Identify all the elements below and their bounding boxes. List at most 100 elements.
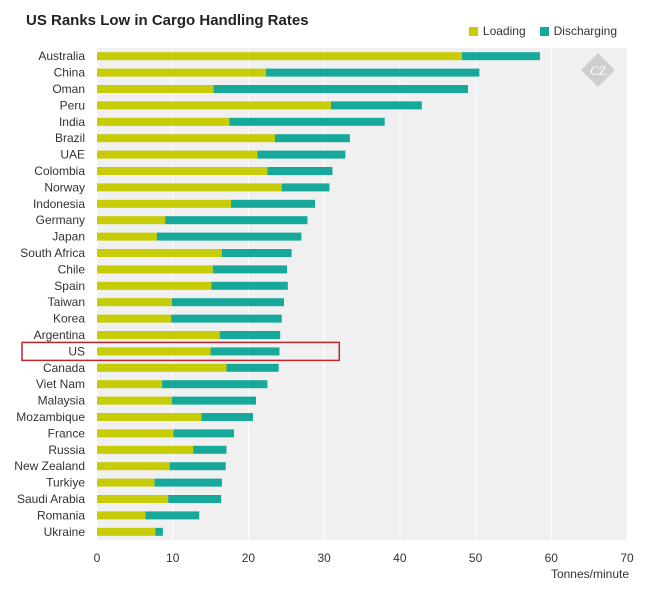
bar-loading-saudi-arabia [97,495,169,503]
category-label-indonesia: Indonesia [33,197,85,211]
bar-loading-korea [97,314,172,323]
category-label-oman: Oman [52,82,85,96]
legend-swatch-loading [468,26,478,36]
bar-discharging-canada [226,363,279,372]
legend-label-loading: Loading [482,24,526,38]
bar-discharging-new-zealand [169,462,226,471]
bar-discharging-spain [211,281,288,290]
bar-discharging-romania [145,511,200,520]
bar-loading-uae [97,150,258,159]
bar-discharging-korea [171,314,282,323]
bar-loading-canada [97,363,227,372]
bar-discharging-chile [212,265,288,274]
bar-discharging-norway [281,183,330,192]
category-label-us: US [68,344,85,358]
category-label-turkiye: Turkiye [46,476,85,490]
bar-discharging-india [229,117,385,126]
bar-loading-chile [97,265,213,274]
category-label-romania: Romania [37,508,85,522]
bar-loading-france [97,429,174,438]
bar-loading-taiwan [97,298,172,307]
legend-swatch-discharging [539,26,549,36]
category-label-chile: Chile [58,262,86,276]
bar-loading-ukraine [97,527,156,536]
x-tick-label-40: 40 [393,551,407,565]
bar-discharging-malaysia [171,396,256,405]
watermark-logo: CZ [581,53,615,87]
bar-discharging-turkiye [154,478,222,487]
legend: Loading Discharging [468,24,617,38]
category-label-malaysia: Malaysia [38,394,86,408]
bar-discharging-russia [193,445,227,454]
bar-discharging-uae [257,150,346,159]
bar-discharging-saudi-arabia [168,495,222,503]
bar-loading-russia [97,445,194,454]
category-label-spain: Spain [54,279,85,293]
legend-item-loading[interactable]: Loading [468,24,526,38]
svg-text:CZ: CZ [590,63,607,78]
category-label-canada: Canada [43,361,85,375]
bar-loading-mozambique [97,413,202,421]
bar-discharging-colombia [267,167,333,175]
bar-discharging-peru [330,101,422,110]
bar-discharging-us [210,347,280,356]
category-label-china: China [54,66,86,80]
category-label-germany: Germany [36,213,85,227]
bar-loading-south-africa [97,249,222,257]
category-label-south-africa: South Africa [20,246,85,260]
bar-loading-india [97,117,230,126]
category-label-korea: Korea [53,312,85,326]
category-label-viet-nam: Viet Nam [36,377,85,391]
bar-discharging-argentina [219,331,281,339]
category-label-taiwan: Taiwan [48,295,85,309]
bar-discharging-brazil [274,134,350,143]
bar-loading-indonesia [97,199,232,208]
bar-discharging-mozambique [201,413,253,421]
bar-loading-malaysia [97,396,172,405]
category-label-australia: Australia [38,49,85,63]
x-tick-label-30: 30 [317,551,331,565]
bar-loading-australia [97,52,462,61]
category-label-ukraine: Ukraine [44,525,86,539]
category-label-saudi-arabia: Saudi Arabia [17,492,85,506]
category-label-argentina: Argentina [34,328,86,342]
bar-loading-japan [97,232,157,241]
bar-loading-viet-nam [97,380,163,389]
bar-loading-turkiye [97,478,155,487]
bar-loading-colombia [97,167,268,175]
category-label-uae: UAE [60,148,85,162]
category-label-new-zealand: New Zealand [14,459,85,473]
bar-discharging-china [265,68,480,77]
bar-discharging-viet-nam [162,380,268,389]
bar-discharging-ukraine [155,527,163,536]
bar-discharging-japan [156,232,302,241]
chart-title: US Ranks Low in Cargo Handling Rates [26,12,309,29]
category-label-japan: Japan [52,230,85,244]
bar-discharging-indonesia [231,199,316,208]
bar-loading-argentina [97,331,220,339]
bar-discharging-oman [213,85,468,93]
legend-item-discharging[interactable]: Discharging [539,24,617,38]
bar-loading-romania [97,511,146,520]
bar-loading-new-zealand [97,462,170,471]
category-label-norway: Norway [44,180,85,194]
x-tick-label-10: 10 [166,551,180,565]
x-tick-label-50: 50 [469,551,483,565]
category-label-russia: Russia [48,443,85,457]
x-tick-label-20: 20 [242,551,256,565]
x-tick-label-70: 70 [620,551,634,565]
legend-label-discharging: Discharging [553,24,617,38]
bar-discharging-france [173,429,235,438]
category-label-france: France [48,426,86,440]
bar-loading-spain [97,281,212,290]
bar-loading-us [97,347,211,356]
bar-discharging-australia [461,52,540,61]
bar-loading-brazil [97,134,275,143]
category-label-peru: Peru [60,98,85,112]
x-tick-label-0: 0 [94,551,101,565]
x-axis-title: Tonnes/minute [551,567,629,581]
plot-background [97,48,627,540]
bar-discharging-south-africa [221,249,292,257]
bar-loading-oman [97,85,214,93]
